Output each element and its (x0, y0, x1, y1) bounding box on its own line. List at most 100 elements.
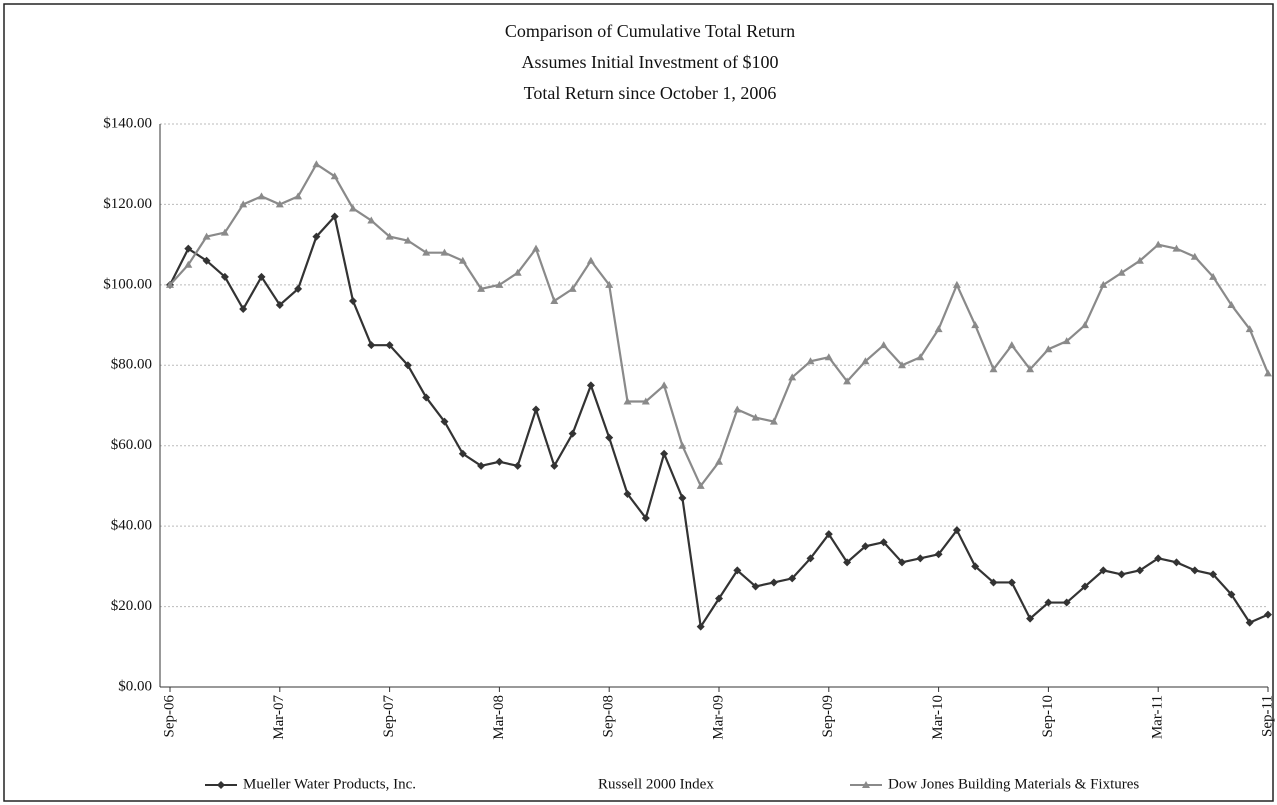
y-tick-label: $140.00 (103, 115, 152, 131)
point (532, 405, 540, 414)
point (403, 361, 412, 370)
point (696, 622, 705, 631)
point (715, 457, 723, 465)
point (458, 256, 467, 264)
series-line (169, 162, 1270, 489)
point (861, 542, 870, 551)
point (550, 296, 559, 304)
point (586, 381, 595, 390)
point (806, 357, 815, 365)
point (898, 558, 906, 567)
point (477, 284, 486, 292)
point (330, 172, 339, 180)
point (1062, 598, 1071, 607)
point (275, 200, 284, 208)
x-tick-label: Sep-10 (1040, 695, 1056, 738)
point (440, 248, 449, 256)
point (1044, 598, 1053, 607)
point (715, 594, 723, 603)
point (532, 244, 540, 252)
point (971, 562, 980, 571)
x-tick-label: Mar-11 (1150, 695, 1166, 739)
point (641, 397, 650, 405)
point (1062, 337, 1071, 345)
point (916, 554, 925, 563)
point (312, 232, 321, 241)
x-tick-label: Mar-09 (710, 695, 726, 740)
point (239, 200, 248, 208)
point (934, 325, 943, 333)
point (1117, 268, 1126, 276)
point (1135, 566, 1144, 575)
point (1044, 345, 1053, 353)
y-tick-label: $80.00 (111, 357, 152, 373)
x-tick-label: Sep-06 (161, 695, 177, 738)
point (751, 582, 760, 591)
point (660, 449, 669, 458)
point (952, 526, 961, 535)
point (1227, 590, 1236, 599)
point (202, 256, 211, 265)
chart-subtitle: Total Return since October 1, 2006 (524, 83, 777, 103)
point (1135, 256, 1144, 264)
point (513, 461, 522, 470)
point (568, 429, 577, 438)
chart-subtitle: Assumes Initial Investment of $100 (522, 52, 779, 72)
point (1264, 369, 1272, 377)
point (349, 204, 357, 212)
y-tick-label: $20.00 (111, 598, 152, 614)
point (202, 232, 211, 240)
frame (3, 3, 1274, 802)
point (1209, 272, 1218, 280)
x-tick-label: Sep-09 (820, 695, 836, 738)
point (1007, 341, 1016, 349)
point (1099, 566, 1108, 575)
point (1099, 280, 1108, 288)
point (934, 550, 943, 559)
point (843, 558, 852, 567)
point (330, 212, 339, 221)
point (1154, 240, 1163, 248)
point (1190, 252, 1199, 260)
point (1081, 321, 1089, 329)
point (257, 192, 266, 200)
point (605, 280, 614, 288)
point (403, 236, 412, 244)
point (824, 353, 833, 361)
point (1172, 558, 1181, 567)
point (1117, 570, 1126, 579)
point (312, 160, 321, 168)
point (769, 578, 778, 587)
point (422, 393, 431, 402)
point (788, 373, 797, 381)
point (275, 300, 284, 309)
point (257, 272, 266, 281)
point (1264, 610, 1272, 619)
point (166, 280, 174, 288)
x-tick-label: Sep-07 (381, 695, 397, 738)
point (220, 228, 229, 236)
point (458, 449, 467, 458)
point (1026, 614, 1035, 623)
point (385, 232, 394, 240)
point (660, 381, 669, 389)
point (806, 554, 815, 563)
point (184, 244, 193, 253)
y-tick-label: $60.00 (111, 437, 152, 453)
point (1190, 566, 1199, 575)
point (184, 260, 193, 268)
point (733, 566, 742, 575)
point (788, 574, 797, 583)
point (1245, 325, 1254, 333)
point (696, 481, 705, 489)
point (1245, 618, 1254, 627)
y-tick-label: $100.00 (103, 276, 152, 292)
series-line (169, 214, 1269, 630)
point (862, 781, 870, 788)
point (367, 216, 376, 224)
point (550, 461, 559, 470)
point (440, 417, 449, 426)
x-tick-label: Sep-11 (1259, 695, 1275, 737)
point (733, 405, 742, 413)
